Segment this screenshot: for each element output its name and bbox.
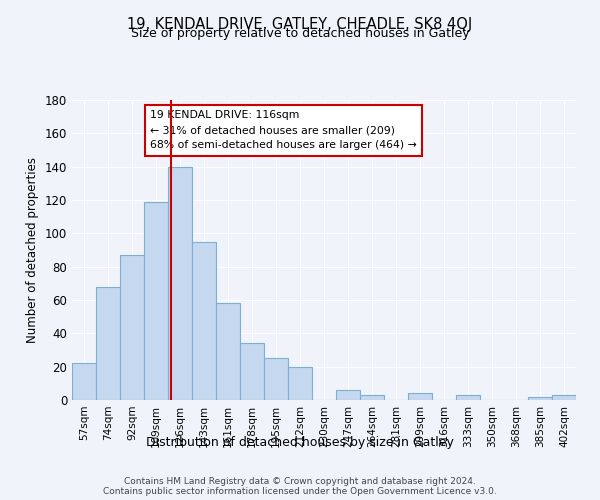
Bar [216, 304, 240, 400]
Bar [336, 390, 360, 400]
Text: Size of property relative to detached houses in Gatley: Size of property relative to detached ho… [131, 28, 469, 40]
Text: 19 KENDAL DRIVE: 116sqm
← 31% of detached houses are smaller (209)
68% of semi-d: 19 KENDAL DRIVE: 116sqm ← 31% of detache… [150, 110, 417, 150]
Bar [96, 286, 120, 400]
Bar [288, 366, 312, 400]
Bar [144, 202, 168, 400]
Bar [168, 166, 192, 400]
Bar [192, 242, 216, 400]
Bar [240, 344, 264, 400]
Bar [528, 396, 552, 400]
Bar [72, 364, 96, 400]
Text: Contains public sector information licensed under the Open Government Licence v3: Contains public sector information licen… [103, 486, 497, 496]
Bar [552, 395, 576, 400]
Bar [120, 255, 144, 400]
Bar [456, 395, 480, 400]
Bar [360, 395, 384, 400]
Y-axis label: Number of detached properties: Number of detached properties [26, 157, 39, 343]
Text: Contains HM Land Registry data © Crown copyright and database right 2024.: Contains HM Land Registry data © Crown c… [124, 476, 476, 486]
Bar [408, 394, 432, 400]
Text: 19, KENDAL DRIVE, GATLEY, CHEADLE, SK8 4QJ: 19, KENDAL DRIVE, GATLEY, CHEADLE, SK8 4… [127, 18, 473, 32]
Bar [264, 358, 288, 400]
Text: Distribution of detached houses by size in Gatley: Distribution of detached houses by size … [146, 436, 454, 449]
